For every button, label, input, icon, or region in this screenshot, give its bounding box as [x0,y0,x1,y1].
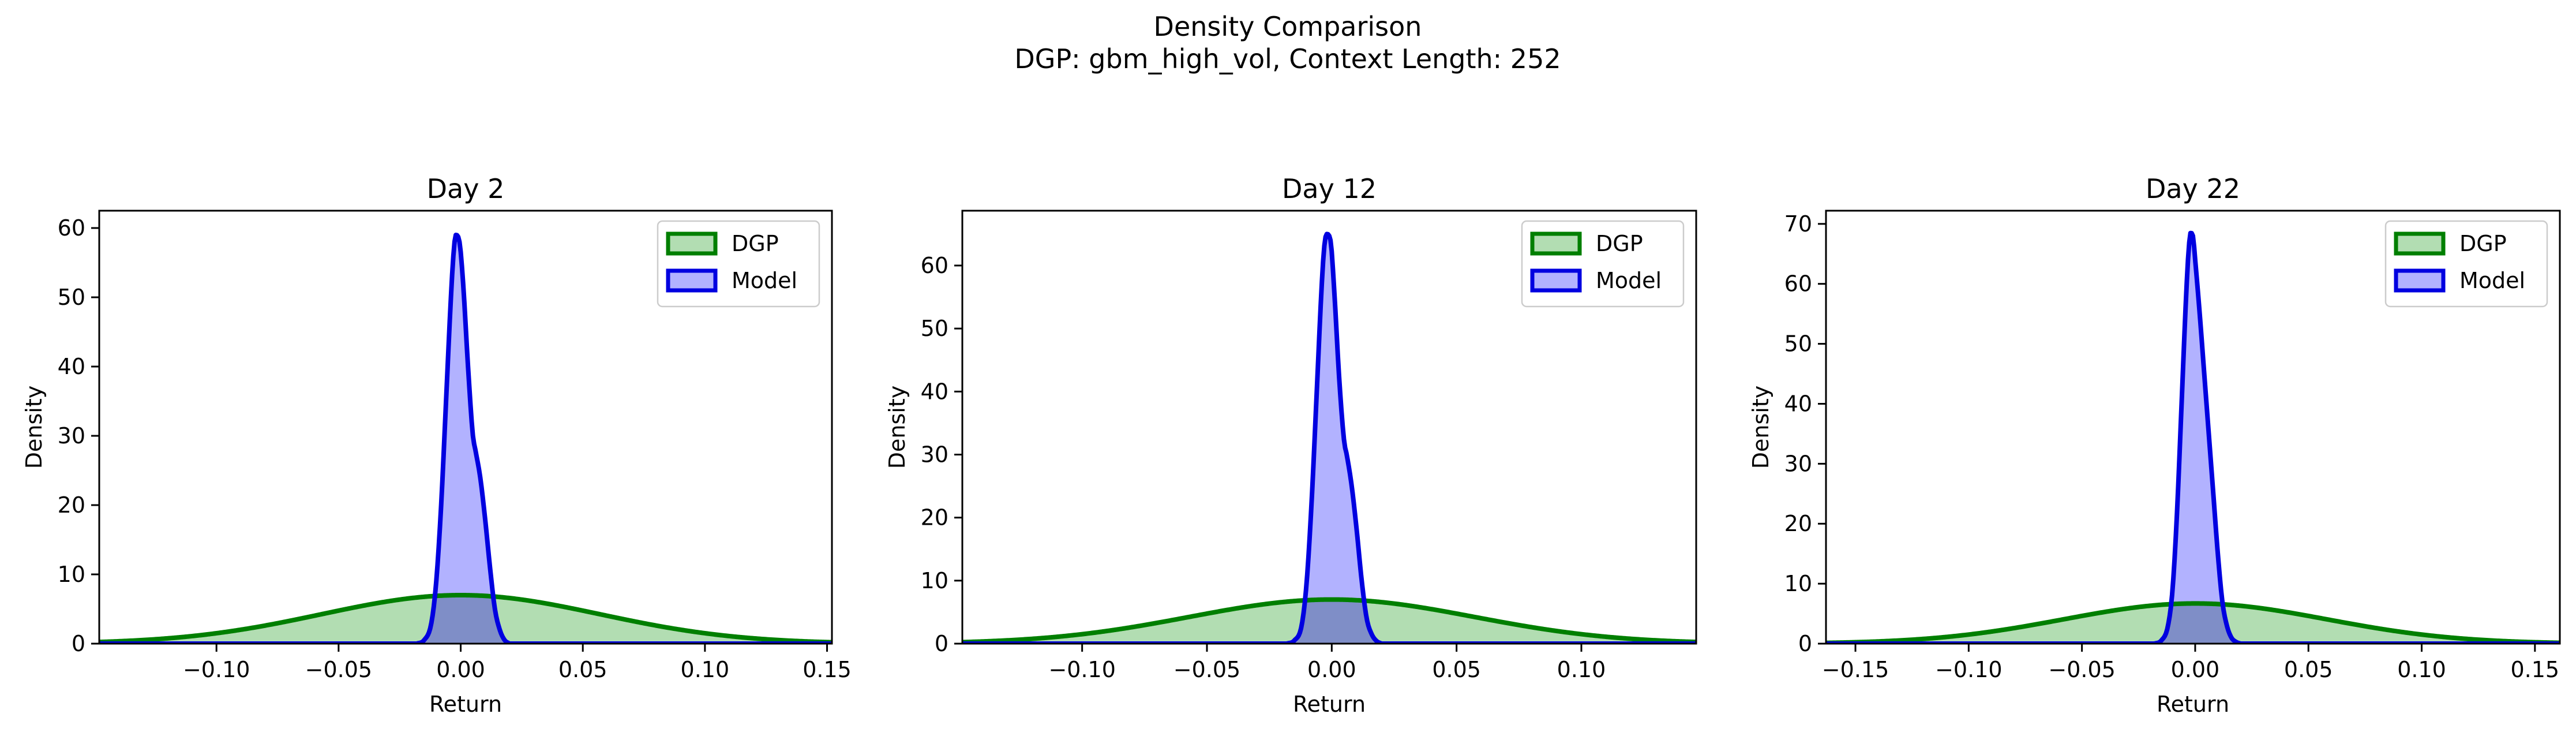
series-fill-model [1826,233,2560,644]
y-tick-label: 50 [1784,331,1812,357]
overlap-fill [1826,603,2560,644]
overlap-fill [99,595,832,644]
axes-frame [1825,210,2561,645]
y-axis-label: Density [884,386,910,469]
y-tick-label: 60 [58,215,85,241]
x-tick-label: 0.10 [681,657,730,682]
x-tick-label: 0.00 [2171,657,2220,682]
figure-title-line2: DGP: gbm_high_vol, Context Length: 252 [1014,43,1561,74]
y-tick-label: 60 [1784,271,1812,297]
x-axis-label: Return [429,692,502,717]
legend-swatch-dgp [1530,231,1582,256]
legend-swatch-dgp [2394,231,2446,256]
x-axis-label: Return [2157,692,2229,717]
panel-title: Day 2 [427,173,505,204]
plot-area [1826,230,2560,644]
y-tick-label: 0 [72,631,85,656]
y-tick-label: 70 [1784,211,1812,237]
panel-title: Day 22 [2146,173,2240,204]
x-tick-label: −0.05 [2048,657,2115,682]
legend-label-model: Model [2459,268,2525,293]
x-tick-label: −0.10 [1048,657,1115,682]
y-tick-label: 20 [921,505,948,530]
panel-title: Day 12 [1282,173,1377,204]
chart-panels: −0.10 −0.05 0.00 0.05 0.10 0.15 0 10 20 30 40 50 60 D… [21,173,2561,717]
legend-label-dgp: DGP [732,231,779,256]
x-tick-label: 0.10 [2397,657,2446,682]
series-fill-model [99,235,832,644]
x-tick-label: −0.10 [183,657,250,682]
y-tick-label: 40 [921,379,948,404]
x-tick-label: −0.15 [1822,657,1889,682]
plot-area [99,233,832,644]
legend-label-model: Model [1596,268,1662,293]
y-tick-label: 20 [58,492,85,518]
legend-label-dgp: DGP [2459,231,2507,256]
x-tick-label: −0.05 [1173,657,1240,682]
x-tick-label: 0.05 [1432,657,1481,682]
y-tick-label: 50 [58,285,85,310]
y-tick-label: 40 [1784,391,1812,416]
x-tick-label: 0.05 [2284,657,2333,682]
legend-swatch-dgp [666,231,718,256]
y-tick-label: 30 [921,442,948,467]
x-tick-label: 0.10 [1557,657,1606,682]
y-tick-label: 60 [921,253,948,278]
legend: DGP Model [2384,220,2548,308]
chart-panel-3: −0.15 −0.10 −0.05 0.00 0.05 0.10 0.15 0 10 20 30 40… [1748,173,2561,717]
chart-panel-2: −0.10 −0.05 0.00 0.05 0.10 0 10 20 30 40 50 60 Day 1… [884,173,1697,717]
legend: DGP Model [657,220,820,308]
series-line-model [99,233,832,644]
legend-swatch-model [2394,268,2446,293]
x-tick-label: 0.05 [558,657,608,682]
legend-label-dgp: DGP [1596,231,1643,256]
y-tick-label: 30 [1784,451,1812,476]
x-tick-label: 0.00 [1307,657,1356,682]
series-line-model [1826,230,2560,644]
x-tick-label: 0.15 [803,657,852,682]
legend-label-model: Model [732,268,797,293]
y-tick-label: 10 [921,568,948,593]
y-tick-label: 40 [58,354,85,379]
series-line-dgp [1826,601,2560,644]
y-tick-label: 0 [1798,631,1812,656]
legend-swatch-model [1530,268,1582,293]
axes-frame [961,210,1697,645]
y-tick-label: 10 [1784,571,1812,596]
series-line-dgp [99,593,832,644]
x-tick-label: −0.05 [305,657,372,682]
x-axis-label: Return [1293,692,1366,717]
figure-title-line1: Density Comparison [1154,11,1422,42]
y-tick-label: 0 [935,631,948,656]
overlap-fill [962,599,1696,644]
y-tick-label: 20 [1784,511,1812,536]
series-line-model [962,231,1696,644]
series-fill-model [962,234,1696,644]
legend: DGP Model [1521,220,1685,308]
x-tick-label: 0.00 [436,657,485,682]
chart-panel-1: −0.10 −0.05 0.00 0.05 0.10 0.15 0 10 20 30 40 50 60 D… [21,173,852,717]
series-line-dgp [962,597,1696,644]
y-axis-label: Density [1748,386,1773,469]
y-tick-label: 50 [921,316,948,341]
x-tick-label: −0.10 [1935,657,2002,682]
y-axis-label: Density [21,386,47,469]
y-tick-label: 30 [58,423,85,449]
y-tick-label: 10 [58,562,85,587]
plot-area [962,231,1696,644]
axes-frame [98,210,833,645]
legend-swatch-model [666,268,718,293]
x-tick-label: 0.15 [2511,657,2560,682]
